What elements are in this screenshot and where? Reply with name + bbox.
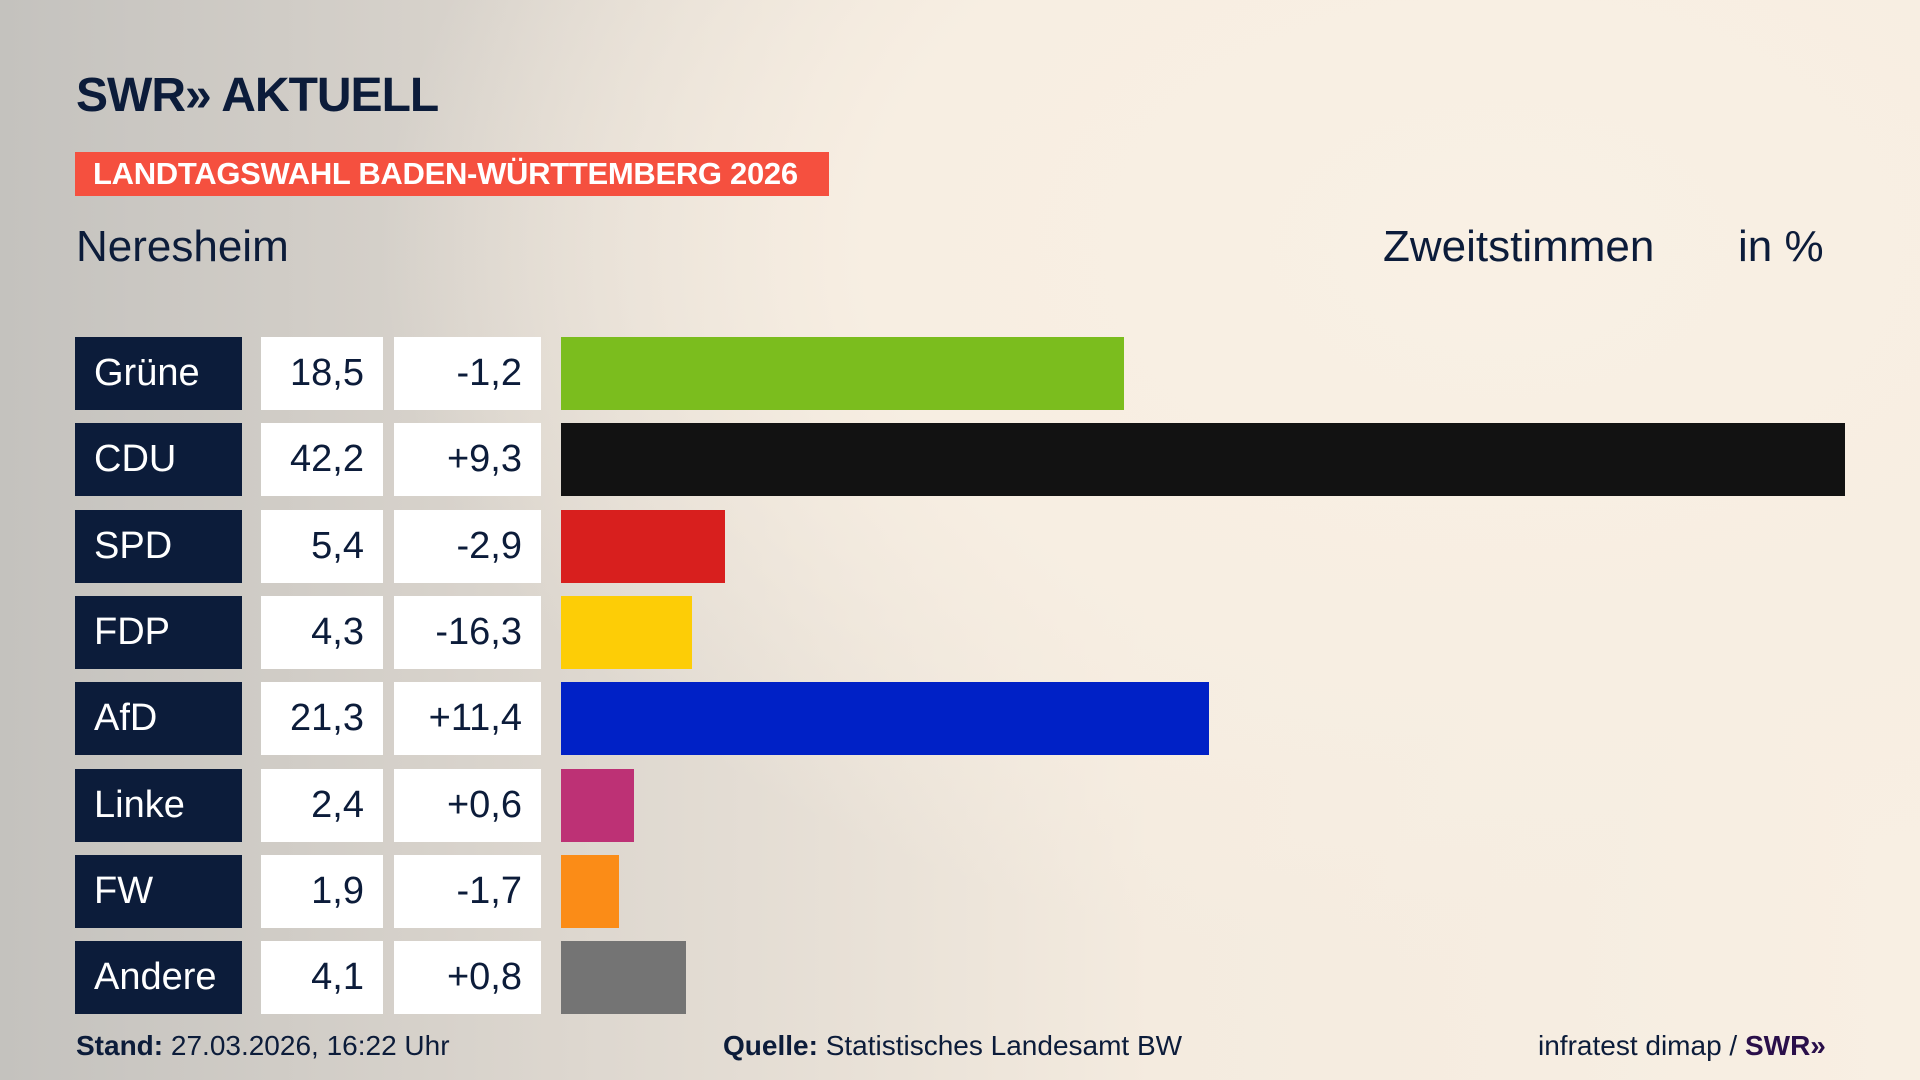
footer-credit: infratest dimap / SWR» xyxy=(1538,1030,1826,1062)
value-label: 4,3 xyxy=(261,595,383,669)
diff-label: +0,8 xyxy=(394,941,541,1015)
value-label: 5,4 xyxy=(261,509,383,583)
party-label: FW xyxy=(75,854,242,928)
party-label: SPD xyxy=(75,509,242,583)
diff-label: +11,4 xyxy=(394,682,541,756)
election-banner: LANDTAGSWAHL BADEN-WÜRTTEMBERG 2026 xyxy=(75,152,829,196)
value-label: 4,1 xyxy=(261,941,383,1015)
bar xyxy=(561,854,619,928)
party-label: Andere xyxy=(75,941,242,1015)
footer-source: Quelle: Statistisches Landesamt BW xyxy=(723,1030,1182,1062)
bar xyxy=(561,509,726,583)
party-label: FDP xyxy=(75,595,242,669)
diff-label: -1,2 xyxy=(394,337,541,410)
swr-logo: SWR» xyxy=(1744,1030,1826,1061)
bar xyxy=(561,682,1210,756)
bar xyxy=(561,941,686,1015)
footer-stand: Stand: 27.03.2026, 16:22 Uhr xyxy=(76,1030,450,1062)
diff-label: -16,3 xyxy=(394,595,541,669)
value-label: 21,3 xyxy=(261,682,383,756)
party-label: CDU xyxy=(75,423,242,497)
source-value: Statistisches Landesamt BW xyxy=(825,1030,1183,1061)
stand-label: Stand: xyxy=(76,1030,164,1061)
bar xyxy=(561,768,635,842)
diff-label: +9,3 xyxy=(394,423,541,497)
district-title: Neresheim xyxy=(76,222,289,271)
diff-label: -1,7 xyxy=(394,854,541,928)
value-label: 42,2 xyxy=(261,423,383,497)
source-label: Quelle: xyxy=(723,1030,818,1061)
credit-text: infratest dimap / xyxy=(1538,1030,1738,1061)
party-label: Grüne xyxy=(75,337,242,410)
bar xyxy=(561,423,1845,497)
metric-label: Zweitstimmen xyxy=(1383,222,1655,271)
value-label: 2,4 xyxy=(261,768,383,842)
party-label: Linke xyxy=(75,768,242,842)
stand-value: 27.03.2026, 16:22 Uhr xyxy=(170,1030,450,1061)
value-label: 1,9 xyxy=(261,854,383,928)
party-label: AfD xyxy=(75,682,242,756)
value-label: 18,5 xyxy=(261,337,383,410)
bar xyxy=(561,595,692,669)
diff-label: -2,9 xyxy=(394,509,541,583)
unit-label: in % xyxy=(1738,222,1824,271)
swr-aktuell-logo: SWR» AKTUELL xyxy=(76,69,439,122)
bar xyxy=(561,337,1124,410)
diff-label: +0,6 xyxy=(394,768,541,842)
